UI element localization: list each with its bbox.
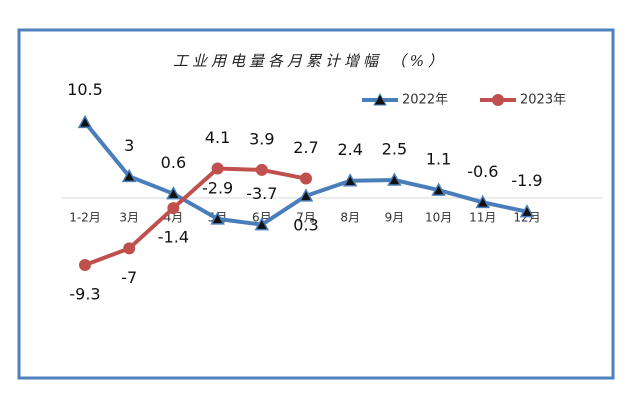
legend-label: 2022年 [402,93,448,108]
frame [17,28,615,380]
marker [298,188,314,202]
marker [342,173,358,187]
data-label: 4.1 [205,128,230,147]
x-tick-label: 7月 [296,211,316,225]
data-label: -0.6 [467,162,498,181]
marker [210,211,225,225]
data-label: 1.1 [426,150,451,169]
series-line [84,166,307,267]
data-label: -7 [121,268,137,287]
marker [77,114,93,129]
marker [255,163,268,176]
marker [519,204,535,218]
data-label: 2.7 [293,138,318,157]
data-label: 2.4 [337,140,362,159]
legend-marker [373,92,387,106]
marker [79,258,91,271]
marker [211,162,224,175]
data-label: 3 [124,136,134,155]
x-tick-label: 12月 [513,211,540,225]
data-label: -1.9 [511,171,542,190]
x-tick-label: 11月 [469,211,496,225]
marker [121,168,137,183]
marker [167,202,180,215]
data-label: 0.6 [161,153,186,172]
data-label: 2.5 [382,140,407,159]
legend-label: 2023年 [520,93,566,108]
chart-title: 工业用电量各月累计增幅 （%） [173,52,447,70]
marker [166,186,181,200]
marker [475,194,491,209]
marker [254,217,270,231]
marker [300,172,312,185]
x-tick-label: 10月 [425,211,452,225]
x-tick-label: 9月 [385,211,405,225]
data-label: 3.9 [249,129,274,148]
data-label: -9.3 [69,284,100,303]
x-tick-label: 8月 [340,211,360,225]
x-tick-label: 1-2月 [69,211,101,225]
marker [387,172,402,186]
marker [431,182,446,196]
legend-marker [492,94,504,106]
marker [123,242,136,255]
data-label: -3.7 [246,184,277,203]
data-label: -2.9 [202,178,233,197]
data-label: 0.3 [293,215,318,234]
data-label: -1.4 [158,228,189,247]
data-label: 10.5 [67,80,103,99]
x-tick-label: 3月 [119,211,139,225]
